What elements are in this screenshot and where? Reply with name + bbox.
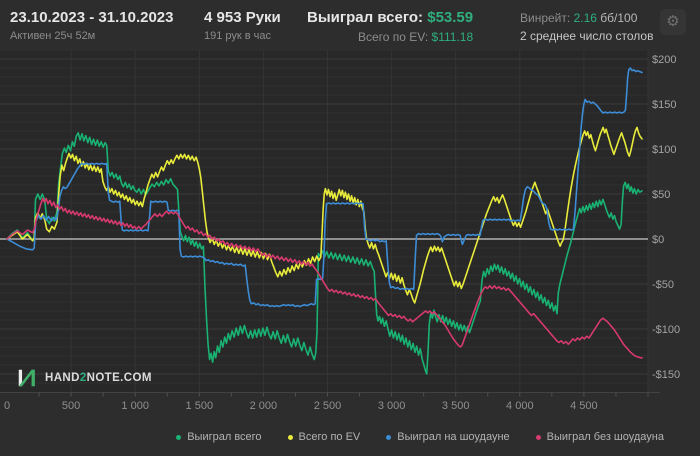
winrate-label: Винрейт: (520, 11, 571, 25)
hand2note-logo: HAND2NOTE.COM (16, 367, 152, 389)
legend-dot-icon (287, 434, 293, 440)
series-line-2 (6, 67, 643, 308)
x-tick-label: 1 500 (186, 400, 214, 412)
active-time: Активен 25ч 52м (10, 30, 96, 42)
legend-label: Выиграл на шоудауне (397, 431, 510, 443)
y-tick-label: -$100 (652, 324, 680, 336)
series-line-0 (6, 132, 643, 375)
x-tick-label: 500 (62, 400, 80, 412)
x-tick-label: 4 500 (570, 400, 598, 412)
ev-total-value: $111.18 (431, 30, 474, 44)
x-tick-label: 1 000 (121, 400, 149, 412)
settings-gear-icon[interactable]: ⚙︎ (660, 9, 686, 35)
winrate-block: Винрейт: 2.16 бб/100 2 среднее число сто… (520, 11, 653, 44)
legend-label: Выиграл без шоудауна (546, 431, 664, 443)
winrate-value: 2.16 (573, 11, 597, 25)
y-tick-label: -$150 (652, 369, 680, 381)
legend-item-0[interactable]: Выиграл всего (176, 431, 262, 443)
x-tick-label: 2 000 (250, 400, 278, 412)
logo-text-pre: HAND (45, 372, 80, 384)
legend-dot-icon (535, 434, 541, 440)
legend-dot-icon (386, 434, 392, 440)
y-tick-label: $50 (652, 189, 670, 201)
y-tick-label: $200 (652, 54, 676, 66)
avg-tables: 2 среднее число столов (520, 29, 654, 43)
x-tick-label: 2 500 (314, 400, 342, 412)
chart-legend: Выиграл всего Всего по EV Выиграл на шоуда… (176, 431, 664, 443)
date-range: 23.10.2023 - 31.10.2023 (10, 9, 174, 26)
won-total-line: Выиграл всего: $53.59 (307, 9, 473, 26)
x-tick-label: 3 500 (442, 400, 470, 412)
y-tick-label: $100 (652, 144, 676, 156)
hands-block: 4 953 Руки 191 рук в час (204, 9, 281, 43)
logo-text-num: 2 (79, 372, 87, 384)
x-tick-label: 4 000 (506, 400, 534, 412)
legend-item-1[interactable]: Всего по EV (287, 431, 361, 443)
legend-label: Выиграл всего (187, 431, 262, 443)
legend-dot-icon (176, 434, 182, 440)
winnings-block: Выиграл всего: $53.59 Всего по EV: $111.… (307, 9, 473, 44)
hands-count: 4 953 Руки (204, 9, 281, 26)
legend-item-3[interactable]: Выиграл без шоудауна (535, 431, 664, 443)
legend-item-2[interactable]: Выиграл на шоудауне (386, 431, 510, 443)
series-line-1 (6, 126, 643, 304)
winrate-line: Винрейт: 2.16 бб/100 (520, 11, 653, 26)
date-range-block: 23.10.2023 - 31.10.2023 Активен 25ч 52м (10, 9, 173, 43)
x-tick-label: 3 000 (378, 400, 406, 412)
legend-label: Всего по EV (298, 431, 361, 443)
winrate-unit: бб/100 (600, 11, 638, 25)
series-line-3 (6, 197, 643, 359)
hand2note-logo-text: HAND2NOTE.COM (45, 372, 152, 384)
y-tick-label: -$50 (652, 279, 674, 291)
y-tick-label: $150 (652, 99, 676, 111)
won-total-value: $53.59 (427, 9, 474, 26)
hand2note-logo-icon (18, 369, 35, 387)
ev-total-line: Всего по EV: $111.18 (307, 30, 473, 44)
ev-total-label: Всего по EV: (357, 30, 429, 44)
x-tick-label: 0 (4, 400, 10, 412)
won-total-label: Выиграл всего: (307, 9, 424, 26)
y-tick-label: $0 (652, 234, 664, 246)
hands-per-hour: 191 рук в час (204, 30, 272, 42)
logo-text-post: NOTE.COM (86, 372, 152, 384)
